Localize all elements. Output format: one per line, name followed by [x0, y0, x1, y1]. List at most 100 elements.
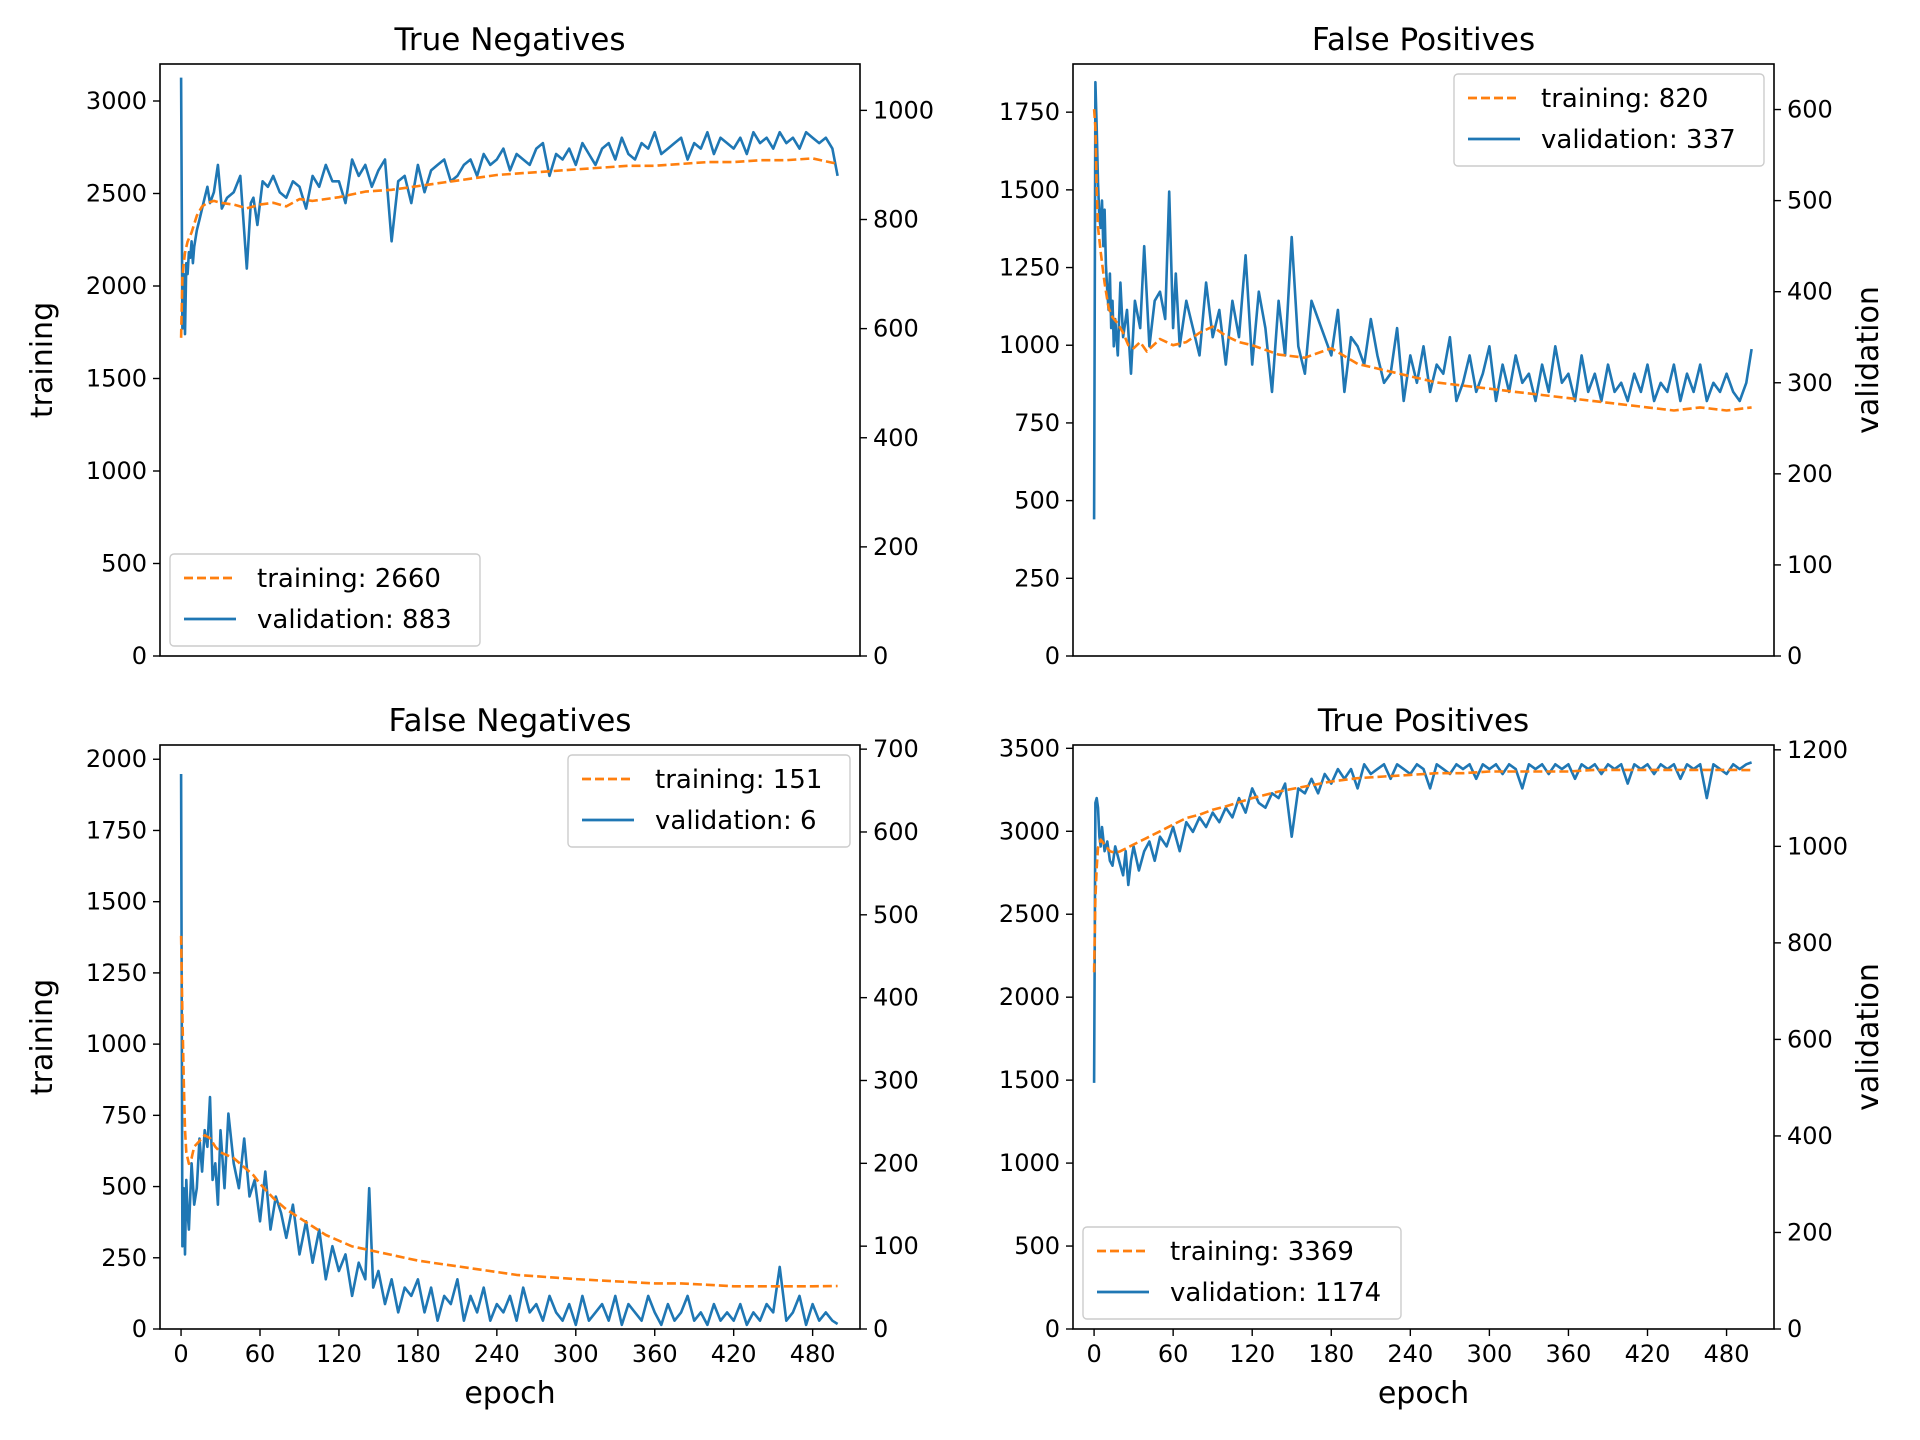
- y-tick-label: 1250: [86, 959, 147, 987]
- legend-label: validation: 1174: [1170, 1278, 1381, 1308]
- x-tick-label: 360: [1546, 1340, 1592, 1368]
- plot-frame: [1072, 63, 1775, 657]
- legend-label: training: 820: [1541, 84, 1708, 114]
- training-line: [179, 935, 838, 1288]
- y-tick-label: 3000: [86, 87, 147, 115]
- y-tick-label: 0: [132, 1315, 147, 1343]
- plot-frame: [159, 63, 861, 657]
- chart-title: False Positives: [1312, 22, 1535, 58]
- x-tick-label: 120: [316, 1340, 362, 1368]
- y-right-tick-label: 100: [1787, 551, 1833, 579]
- y-right-tick-label: 1000: [873, 96, 934, 124]
- y-right-tick-label: 600: [873, 818, 919, 846]
- y-tick-label: 1250: [999, 254, 1060, 282]
- y-tick-label: 1750: [86, 816, 147, 844]
- y-tick-label: 1500: [999, 1066, 1060, 1094]
- y-tick-label: 0: [1045, 1315, 1060, 1343]
- y-tick-label: 500: [101, 550, 147, 578]
- validation-line: [179, 77, 839, 336]
- x-tick-label: 120: [1229, 1340, 1275, 1368]
- y-tick-label: 1000: [999, 331, 1060, 359]
- subplot-true-positives: True Positives05001000150020002500300035…: [999, 703, 1886, 1411]
- legend: training: 820 validation: 337: [1453, 73, 1765, 167]
- y-tick-label: 500: [101, 1173, 147, 1201]
- y-right-tick-label: 1000: [1787, 832, 1848, 860]
- plot-frame: [1072, 744, 1775, 1330]
- x-tick-label: 180: [395, 1340, 441, 1368]
- x-tick-label: 300: [1466, 1340, 1512, 1368]
- x-tick-label: 300: [553, 1340, 599, 1368]
- x-tick-label: 360: [632, 1340, 678, 1368]
- subplot-false-negatives: False Negatives0250500750100012501500175…: [25, 703, 919, 1411]
- y-right-tick-label: 1200: [1787, 736, 1848, 764]
- y-tick-label: 250: [1014, 564, 1060, 592]
- y-tick-label: 1000: [999, 1149, 1060, 1177]
- y-tick-label: 0: [132, 642, 147, 670]
- y-right-axis-label: validation: [1851, 286, 1886, 434]
- y-right-tick-label: 200: [873, 533, 919, 561]
- x-tick-label: 240: [474, 1340, 520, 1368]
- y-right-tick-label: 0: [1787, 642, 1802, 670]
- legend-label: training: 3369: [1170, 1237, 1354, 1267]
- y-right-axis-label: validation: [1851, 963, 1886, 1111]
- plot-frame: [159, 744, 861, 1330]
- y-tick-label: 2000: [999, 983, 1060, 1011]
- y-right-tick-label: 500: [1787, 187, 1833, 215]
- y-right-tick-label: 400: [1787, 1122, 1833, 1150]
- y-right-tick-label: 500: [873, 901, 919, 929]
- y-right-tick-label: 600: [1787, 1025, 1833, 1053]
- y-tick-label: 500: [1014, 487, 1060, 515]
- y-tick-label: 3000: [999, 817, 1060, 845]
- y-tick-label: 0: [1045, 642, 1060, 670]
- y-tick-label: 1000: [86, 457, 147, 485]
- y-right-tick-label: 200: [873, 1149, 919, 1177]
- x-tick-label: 240: [1387, 1340, 1433, 1368]
- legend-box: [567, 754, 851, 848]
- chart-title: False Negatives: [389, 703, 632, 739]
- x-tick-label: 480: [790, 1340, 836, 1368]
- y-right-tick-label: 400: [873, 984, 919, 1012]
- legend-label: validation: 883: [257, 605, 452, 635]
- legend-box: [1082, 1226, 1402, 1320]
- y-tick-label: 500: [1014, 1232, 1060, 1260]
- x-tick-label: 60: [1158, 1340, 1189, 1368]
- x-tick-label: 0: [1086, 1340, 1101, 1368]
- y-right-tick-label: 600: [1787, 96, 1833, 124]
- x-axis-label: epoch: [1378, 1376, 1469, 1411]
- legend-label: training: 151: [655, 765, 822, 795]
- y-right-tick-label: 0: [873, 1315, 888, 1343]
- y-right-tick-label: 100: [873, 1232, 919, 1260]
- legend-label: training: 2660: [257, 564, 441, 594]
- legend-label: validation: 6: [655, 806, 817, 836]
- y-right-tick-label: 800: [873, 206, 919, 234]
- y-right-tick-label: 300: [1787, 369, 1833, 397]
- training-line: [1092, 768, 1752, 973]
- y-tick-label: 2500: [86, 180, 147, 208]
- x-tick-label: 180: [1308, 1340, 1354, 1368]
- training-line: [179, 157, 838, 338]
- y-right-tick-label: 300: [873, 1066, 919, 1094]
- y-tick-label: 750: [1014, 409, 1060, 437]
- y-tick-label: 3500: [999, 734, 1060, 762]
- legend-label: validation: 337: [1541, 125, 1736, 155]
- x-tick-label: 420: [1625, 1340, 1671, 1368]
- x-tick-label: 420: [711, 1340, 757, 1368]
- subplot-false-positives: False Positives0250500750100012501500175…: [999, 22, 1886, 670]
- x-tick-label: 60: [245, 1340, 276, 1368]
- y-right-tick-label: 700: [873, 735, 919, 763]
- x-tick-label: 480: [1704, 1340, 1750, 1368]
- y-axis-label: training: [25, 302, 60, 418]
- y-tick-label: 1500: [86, 888, 147, 916]
- y-tick-label: 1500: [999, 176, 1060, 204]
- y-tick-label: 250: [101, 1244, 147, 1272]
- legend-box: [169, 553, 481, 647]
- subplot-true-negatives: True Negatives 0 500 1000 1500 2000 2500 3000 0 2…: [25, 22, 934, 670]
- y-right-tick-label: 400: [1787, 278, 1833, 306]
- legend: training: 151 validation: 6: [567, 754, 851, 848]
- y-right-tick-label: 400: [873, 424, 919, 452]
- y-tick-label: 1750: [999, 98, 1060, 126]
- x-axis-label: epoch: [464, 1376, 555, 1411]
- legend-box: [1453, 73, 1765, 167]
- y-right-tick-label: 200: [1787, 1218, 1833, 1246]
